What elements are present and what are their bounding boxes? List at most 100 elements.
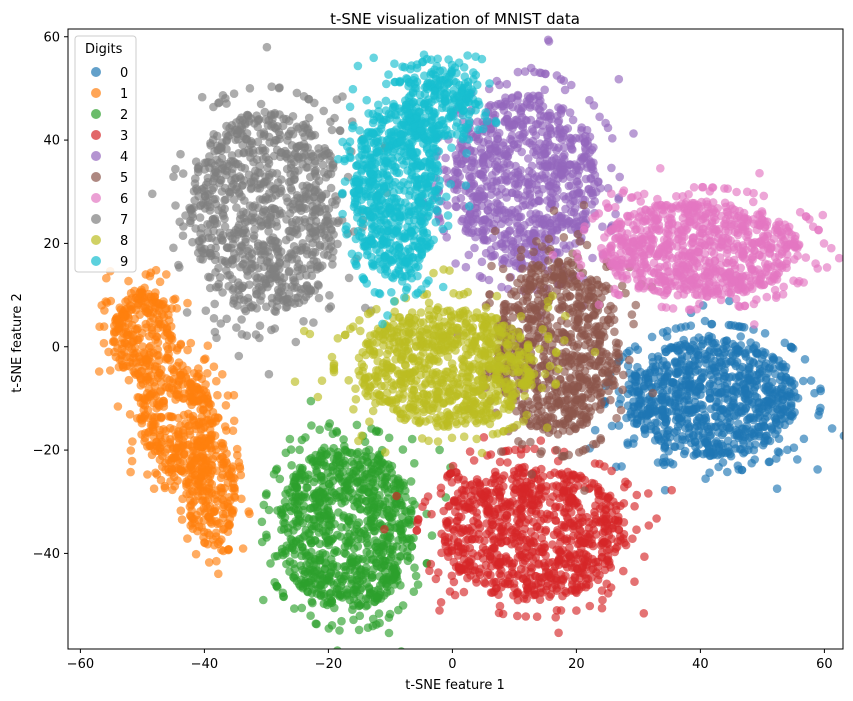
data-point (350, 501, 359, 511)
data-point (615, 172, 624, 182)
data-point (162, 324, 171, 334)
data-point (311, 619, 321, 628)
data-point-outlier (127, 456, 137, 466)
data-point (223, 527, 233, 536)
data-point (189, 385, 198, 394)
data-point (516, 106, 525, 116)
data-point-outlier (113, 402, 123, 411)
data-point (765, 457, 774, 467)
data-point (671, 324, 681, 333)
data-point (540, 543, 549, 553)
data-point (644, 521, 654, 530)
data-point (162, 382, 172, 392)
data-point (500, 579, 510, 588)
data-point (589, 101, 599, 110)
data-point (431, 574, 441, 584)
data-point-outlier (174, 434, 184, 443)
data-point (473, 117, 482, 127)
data-point-outlier (218, 370, 227, 379)
data-point (493, 134, 502, 144)
data-point (745, 389, 755, 398)
data-point (611, 338, 621, 348)
data-point (688, 430, 698, 440)
data-point (127, 344, 137, 354)
data-point (518, 264, 527, 273)
data-point (636, 398, 646, 408)
data-point (563, 218, 572, 228)
data-point (515, 228, 525, 237)
data-point-outlier (427, 509, 436, 519)
data-point (770, 369, 780, 379)
data-point-outlier (94, 367, 104, 376)
data-point (139, 348, 149, 357)
data-point (358, 554, 368, 564)
data-point (523, 179, 533, 188)
data-point (457, 216, 467, 226)
data-point (281, 489, 290, 499)
data-point (196, 486, 205, 496)
data-point (156, 413, 166, 423)
data-point (105, 366, 115, 375)
data-point (744, 362, 753, 372)
data-point (640, 370, 650, 379)
data-point (535, 490, 544, 500)
data-point (312, 488, 322, 498)
data-point (413, 580, 423, 589)
data-point (558, 492, 568, 502)
data-point-outlier (151, 468, 160, 478)
data-point-outlier (217, 545, 226, 555)
data-point (560, 586, 570, 596)
data-point-outlier (306, 396, 316, 406)
data-point (193, 479, 202, 489)
data-point (230, 493, 240, 502)
data-point (406, 477, 416, 486)
data-point (508, 102, 518, 112)
data-point (480, 536, 489, 545)
data-point (525, 189, 535, 199)
data-point (719, 428, 728, 438)
data-point-outlier (619, 566, 628, 576)
data-point (607, 508, 617, 517)
data-point (369, 500, 379, 510)
data-point (519, 468, 528, 478)
data-point (149, 398, 158, 408)
data-point (726, 320, 736, 330)
data-point (147, 442, 157, 452)
data-point (502, 193, 511, 202)
data-point (316, 472, 326, 481)
data-point (596, 486, 605, 496)
data-point (736, 332, 745, 341)
data-point (297, 603, 307, 613)
data-point (763, 382, 773, 391)
data-point (581, 131, 590, 141)
data-point (539, 143, 548, 152)
data-point (527, 482, 536, 491)
data-point (375, 461, 385, 471)
data-point-outlier (479, 433, 489, 442)
data-point-outlier (380, 524, 389, 534)
data-point (477, 257, 487, 267)
data-point (502, 536, 511, 546)
data-point (332, 426, 341, 436)
data-point-outlier (146, 268, 156, 278)
data-point-outlier (173, 476, 182, 485)
data-point (603, 305, 613, 315)
data-point (507, 525, 517, 535)
data-point (736, 386, 746, 396)
data-point (539, 352, 548, 361)
data-point (685, 422, 695, 431)
data-point (814, 410, 823, 420)
data-point (714, 362, 724, 372)
data-point-outlier (617, 462, 626, 471)
data-point (775, 375, 785, 385)
data-point (385, 609, 395, 619)
data-point (699, 421, 709, 431)
data-point (751, 349, 761, 358)
data-point (301, 493, 311, 502)
data-point (492, 146, 502, 155)
data-point (459, 587, 469, 597)
data-point (816, 403, 825, 413)
data-point (384, 511, 393, 521)
data-point (700, 435, 709, 445)
data-point (564, 181, 574, 191)
